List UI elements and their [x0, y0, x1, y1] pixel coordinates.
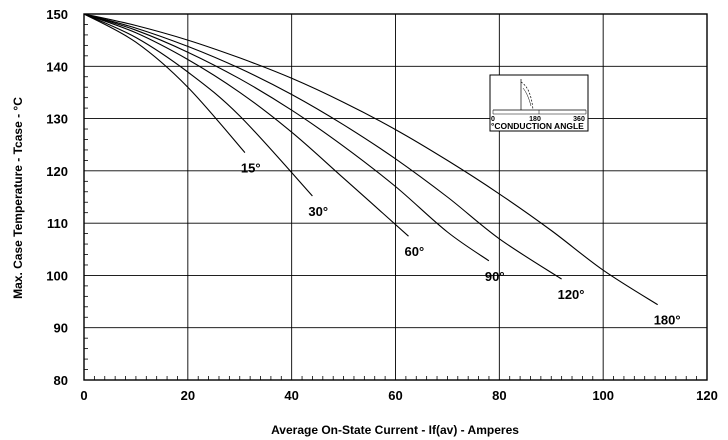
grid — [84, 14, 707, 380]
series-label: 60° — [405, 244, 425, 259]
series-label: 15° — [241, 161, 261, 176]
series-line — [83, 13, 658, 306]
series-label: 90° — [485, 269, 505, 284]
inset-tick-label-180: 180 — [529, 116, 541, 123]
inset-tick-label-0: 0 — [491, 116, 495, 123]
series-line — [83, 13, 562, 280]
y-tick-label: 150 — [46, 7, 68, 22]
series-label: 120° — [558, 287, 585, 302]
series-line — [83, 13, 313, 197]
y-tick-label: 130 — [46, 112, 68, 127]
conduction-angle-inset: 0 180 360 °CONDUCTION ANGLE — [489, 74, 589, 132]
series-line — [83, 13, 246, 153]
inset-frame — [489, 74, 589, 132]
x-tick-label: 80 — [492, 388, 506, 403]
inset-waveform — [520, 81, 534, 111]
x-tick-label: 100 — [592, 388, 614, 403]
inset-title: °CONDUCTION ANGLE — [491, 121, 584, 131]
tick-labels: 0 20 40 60 80 100 120 80 90 100 110 120 130 140 150 — [46, 7, 718, 403]
minor-ticks — [84, 24, 698, 380]
series-labels: 15° 30° 60° 90° 120° 180° — [241, 161, 681, 328]
inset-waveform-hatch — [522, 87, 532, 107]
x-tick-label: 0 — [80, 388, 87, 403]
series-lines — [83, 13, 658, 306]
series-label: 180° — [654, 313, 681, 328]
y-axis-title: Max. Case Temperature - Tcase - °C — [11, 97, 25, 299]
y-tick-label: 80 — [54, 373, 68, 388]
y-tick-label: 120 — [46, 164, 68, 179]
series-line — [83, 13, 490, 262]
x-axis-title: Average On-State Current - If(av) - Ampe… — [271, 423, 519, 437]
inset-tick-label-360: 360 — [573, 116, 585, 123]
x-tick-label: 60 — [388, 388, 402, 403]
y-tick-label: 100 — [46, 268, 68, 283]
series-label: 30° — [308, 204, 328, 219]
plot-frame — [83, 13, 708, 381]
y-tick-label: 140 — [46, 59, 68, 74]
series-line — [83, 13, 409, 237]
x-tick-label: 20 — [181, 388, 195, 403]
y-tick-label: 90 — [54, 321, 68, 336]
y-tick-label: 110 — [47, 216, 68, 231]
x-tick-label: 120 — [696, 388, 718, 403]
x-tick-label: 40 — [284, 388, 298, 403]
